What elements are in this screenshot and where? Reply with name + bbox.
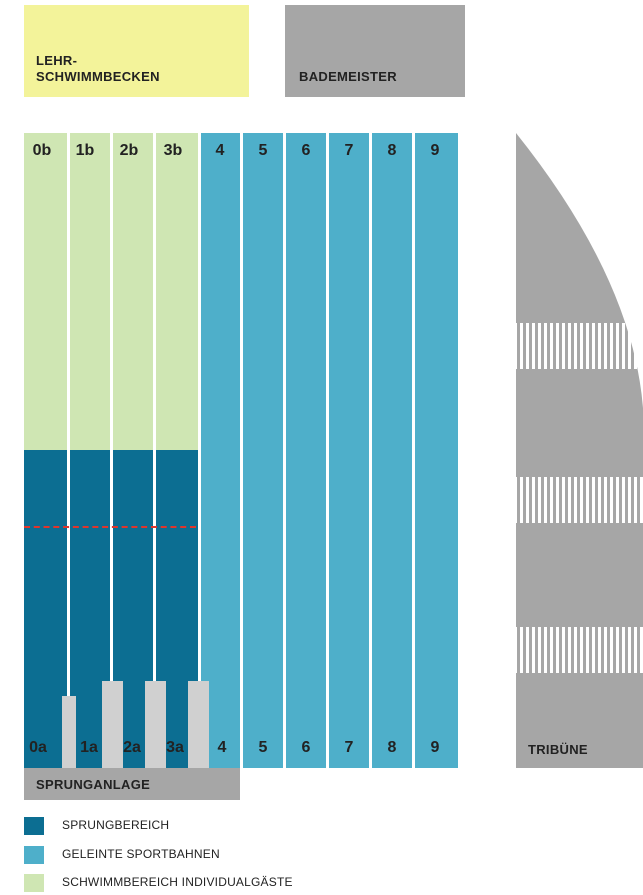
sprunganlage-area: SPRUNGANLAGE	[24, 768, 240, 800]
lane-label-bottom: 5	[258, 739, 268, 756]
lehrschwimmbecken-label-line2: SCHWIMMBECKEN	[36, 69, 160, 84]
tribune-block	[516, 673, 643, 768]
lane-label-bottom: 2a	[123, 739, 141, 756]
lehrschwimmbecken-label-line1: LEHR-	[36, 53, 78, 68]
legend-swatch	[24, 846, 44, 864]
lane-label-bottom: 0a	[29, 739, 47, 756]
lane-divider	[240, 133, 243, 768]
lane-label-top: 3b	[163, 142, 183, 159]
lane-divider	[326, 133, 329, 768]
lane-label-top: 6	[301, 142, 311, 159]
lane-label-top: 2b	[119, 142, 139, 159]
lane-label-bottom: 7	[344, 739, 354, 756]
lane-label-top: 5	[258, 142, 268, 159]
lane-label-bottom: 3a	[166, 739, 184, 756]
legend-swatch	[24, 817, 44, 835]
lane-label-bottom: 6	[301, 739, 311, 756]
bademeister-area: BADEMEISTER	[285, 5, 465, 97]
lane-label-bottom: 4	[217, 739, 227, 756]
lane-divider	[153, 133, 156, 768]
tribune-block	[516, 133, 643, 323]
sport-lanes-area	[200, 133, 458, 768]
lane-label-top: 9	[430, 142, 440, 159]
lane-divider	[110, 133, 113, 768]
tribune-block	[516, 523, 643, 627]
red-dashed-line	[24, 526, 196, 528]
lane-divider	[283, 133, 286, 768]
lane-divider	[369, 133, 372, 768]
tribune-block	[516, 369, 643, 477]
diving-board	[62, 696, 76, 768]
diving-board	[188, 681, 209, 768]
tribune-stairs	[516, 323, 643, 369]
tribune-stairs	[516, 477, 643, 523]
legend-label: GELEINTE SPORTBAHNEN	[62, 847, 220, 861]
lane-divider	[412, 133, 415, 768]
lane-label-top: 4	[215, 142, 225, 159]
lane-divider	[67, 133, 70, 768]
legend-label: SCHWIMMBEREICH INDIVIDUALGÄSTE	[62, 875, 293, 889]
lane-label-top: 8	[387, 142, 397, 159]
sprunganlage-label: SPRUNGANLAGE	[36, 777, 151, 792]
tribuene-area	[516, 133, 643, 768]
lane-label-bottom: 8	[387, 739, 397, 756]
lehrschwimmbecken-area: LEHR- SCHWIMMBECKEN	[24, 5, 249, 97]
legend-swatch	[24, 874, 44, 892]
lane-label-top: 1b	[75, 142, 95, 159]
tribune-stairs	[516, 627, 643, 673]
lane-label-bottom: 9	[430, 739, 440, 756]
lane-divider	[198, 133, 201, 768]
diving-board	[102, 681, 123, 768]
lane-label-top: 0b	[32, 142, 52, 159]
tribuene-label: TRIBÜNE	[528, 742, 588, 757]
lane-label-bottom: 1a	[80, 739, 98, 756]
bademeister-label: BADEMEISTER	[299, 69, 397, 84]
pool: 0b 1b 2b 3b 4 5 6 7 8 9 0a 1a 2a 3a 4 5 …	[24, 133, 458, 768]
lane-label-top: 7	[344, 142, 354, 159]
diving-board	[145, 681, 166, 768]
legend-label: SPRUNGBEREICH	[62, 818, 170, 832]
